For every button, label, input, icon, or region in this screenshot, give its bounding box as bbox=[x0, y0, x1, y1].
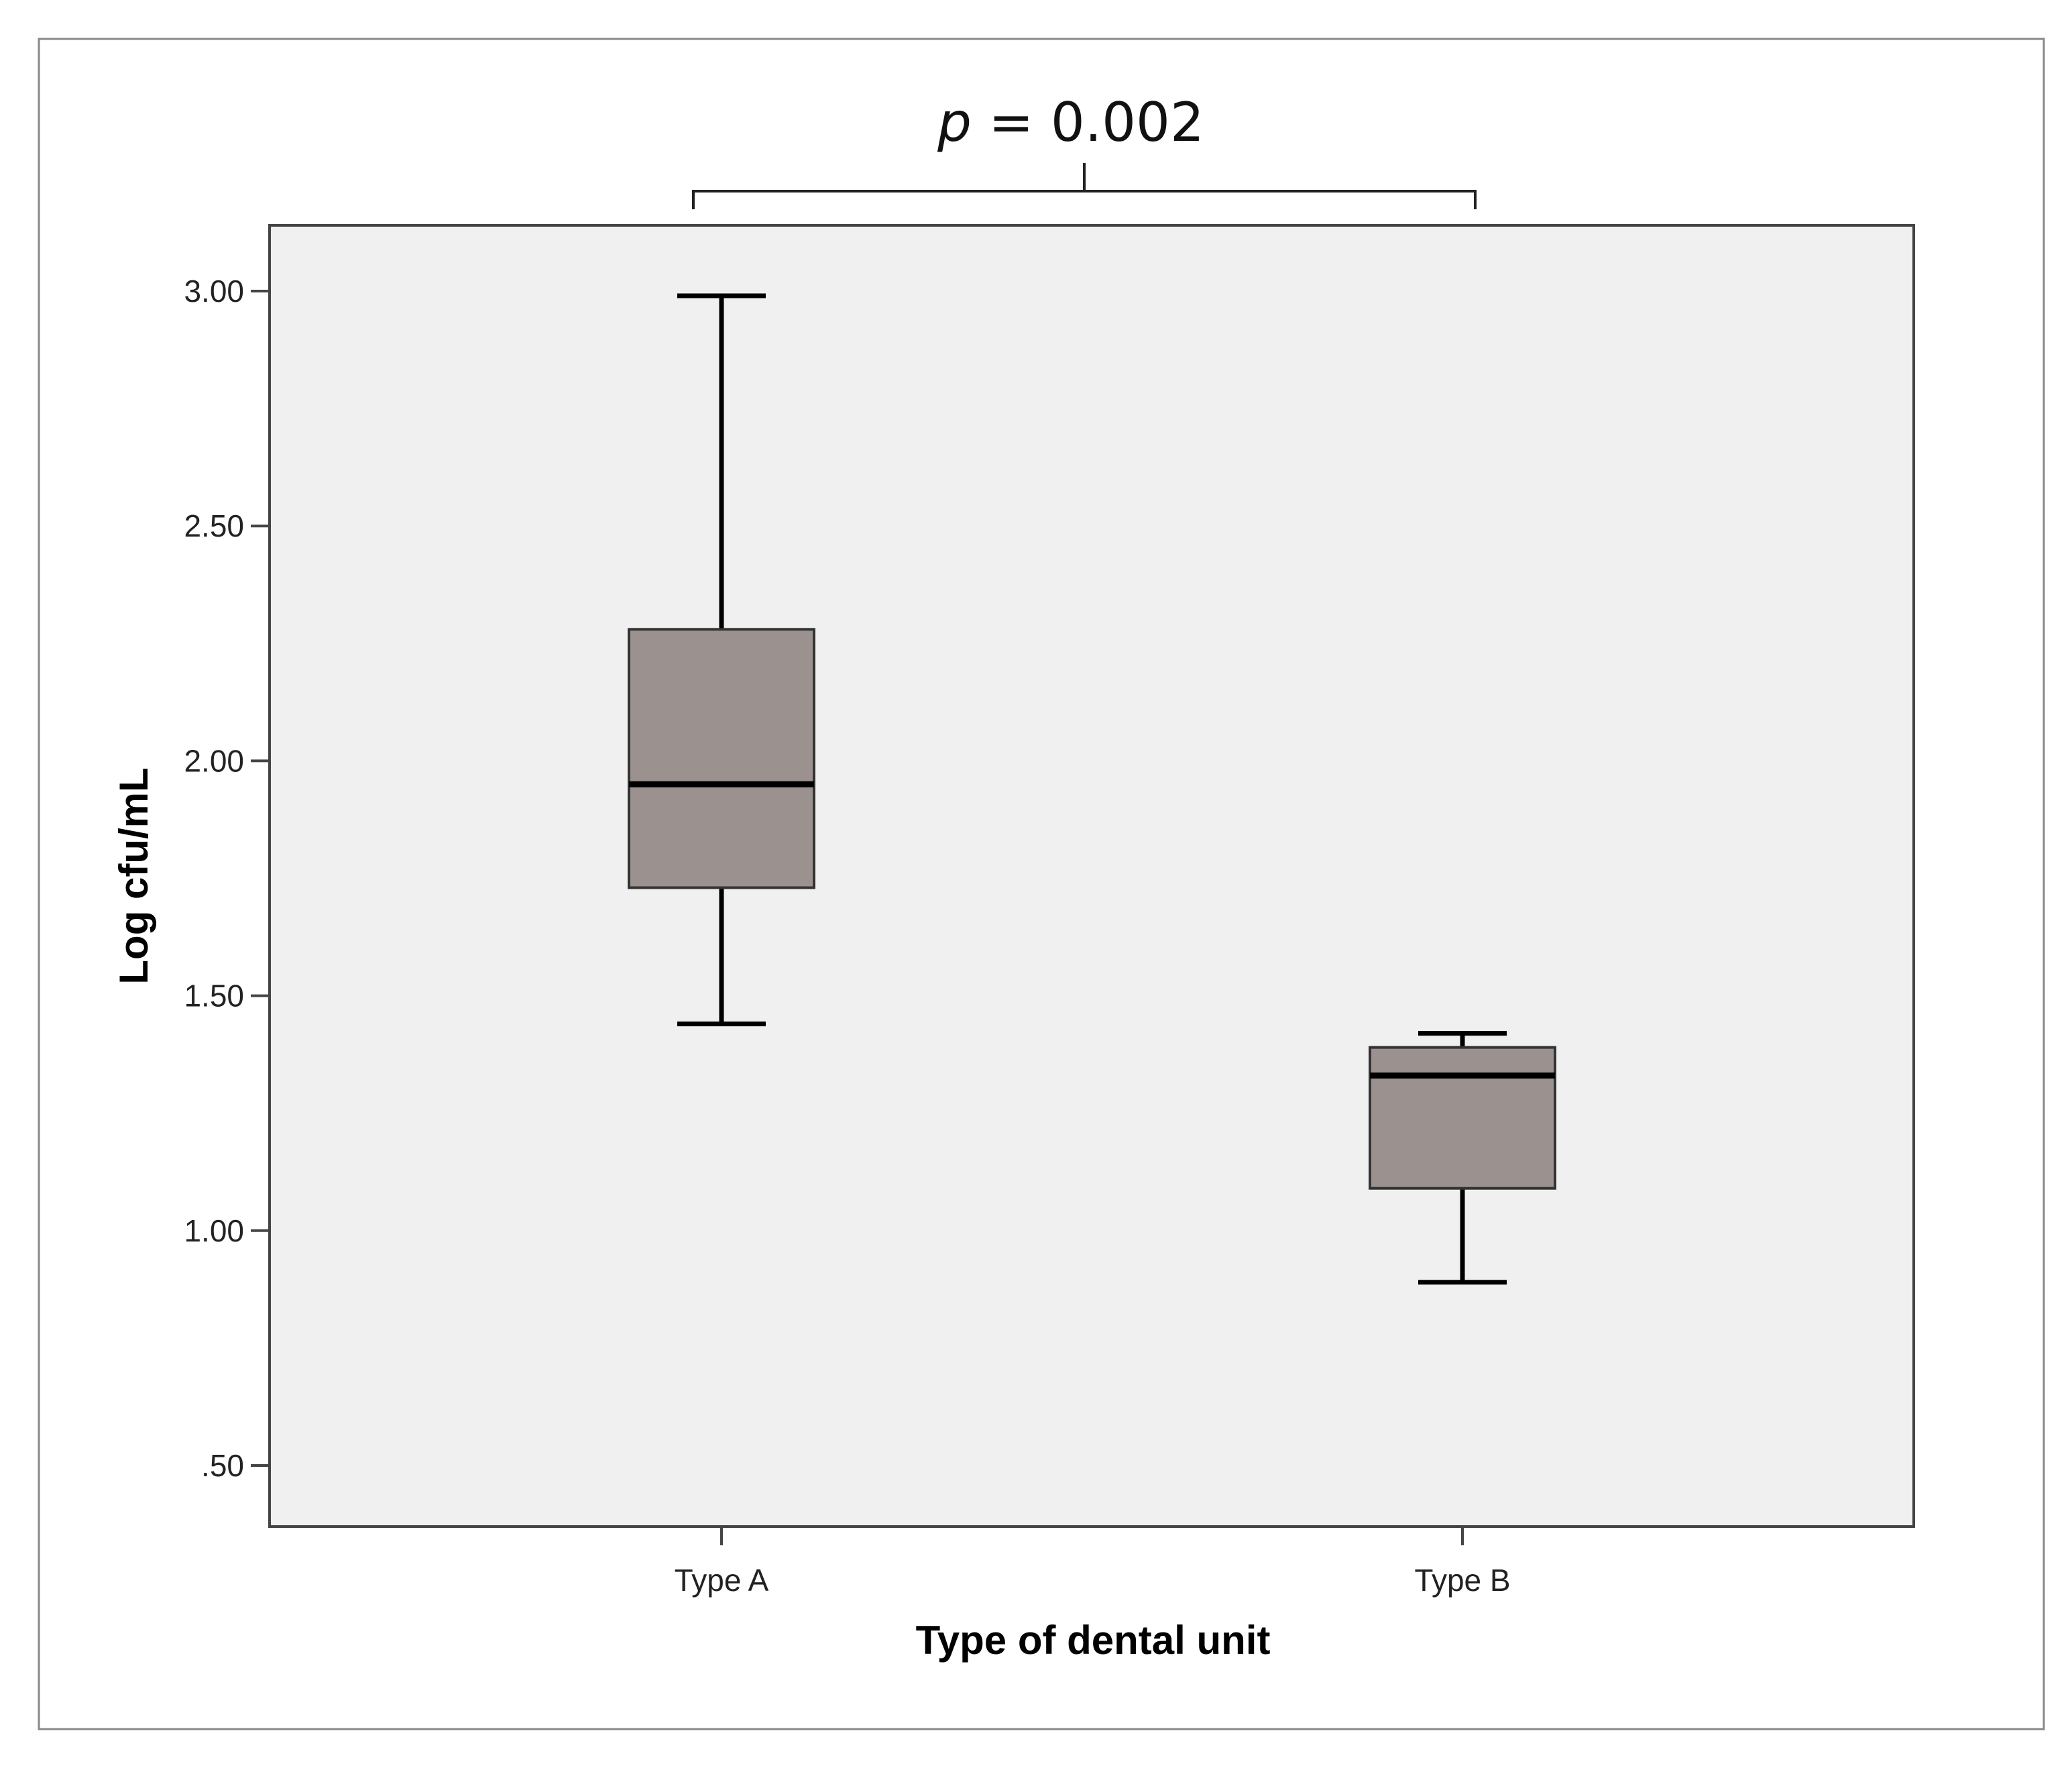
box-type-a bbox=[628, 293, 815, 1027]
y-tick-label: 2.50 bbox=[184, 508, 244, 543]
p-symbol: p bbox=[937, 91, 972, 154]
iqr-box bbox=[1369, 1046, 1556, 1190]
y-tick-label: 1.50 bbox=[184, 979, 244, 1013]
y-axis-title: Log cfu/mL bbox=[111, 767, 156, 984]
y-tick-label: 2.00 bbox=[184, 743, 244, 778]
y-tick-label: .50 bbox=[201, 1448, 244, 1483]
significance-annotation: p = 0.002 bbox=[692, 91, 1477, 209]
box-type-b bbox=[1369, 1031, 1556, 1285]
plot-area bbox=[268, 224, 1915, 1528]
x-axis-title: Type of dental unit bbox=[916, 1618, 1271, 1663]
y-axis: .50 1.00 1.50 2.00 2.50 3.00 bbox=[184, 274, 270, 1483]
y-tick-label: 1.00 bbox=[184, 1213, 244, 1248]
p-value-label: p = 0.002 bbox=[937, 91, 1204, 154]
p-value: = 0.002 bbox=[972, 91, 1204, 154]
significance-bracket bbox=[692, 163, 1477, 209]
iqr-box bbox=[628, 628, 815, 889]
box-series bbox=[628, 293, 1556, 1285]
x-axis: Type A Type B bbox=[675, 1527, 1511, 1598]
x-tick-label: Type A bbox=[675, 1563, 769, 1598]
y-tick-label: 3.00 bbox=[184, 274, 244, 309]
x-tick-label: Type B bbox=[1414, 1563, 1510, 1598]
